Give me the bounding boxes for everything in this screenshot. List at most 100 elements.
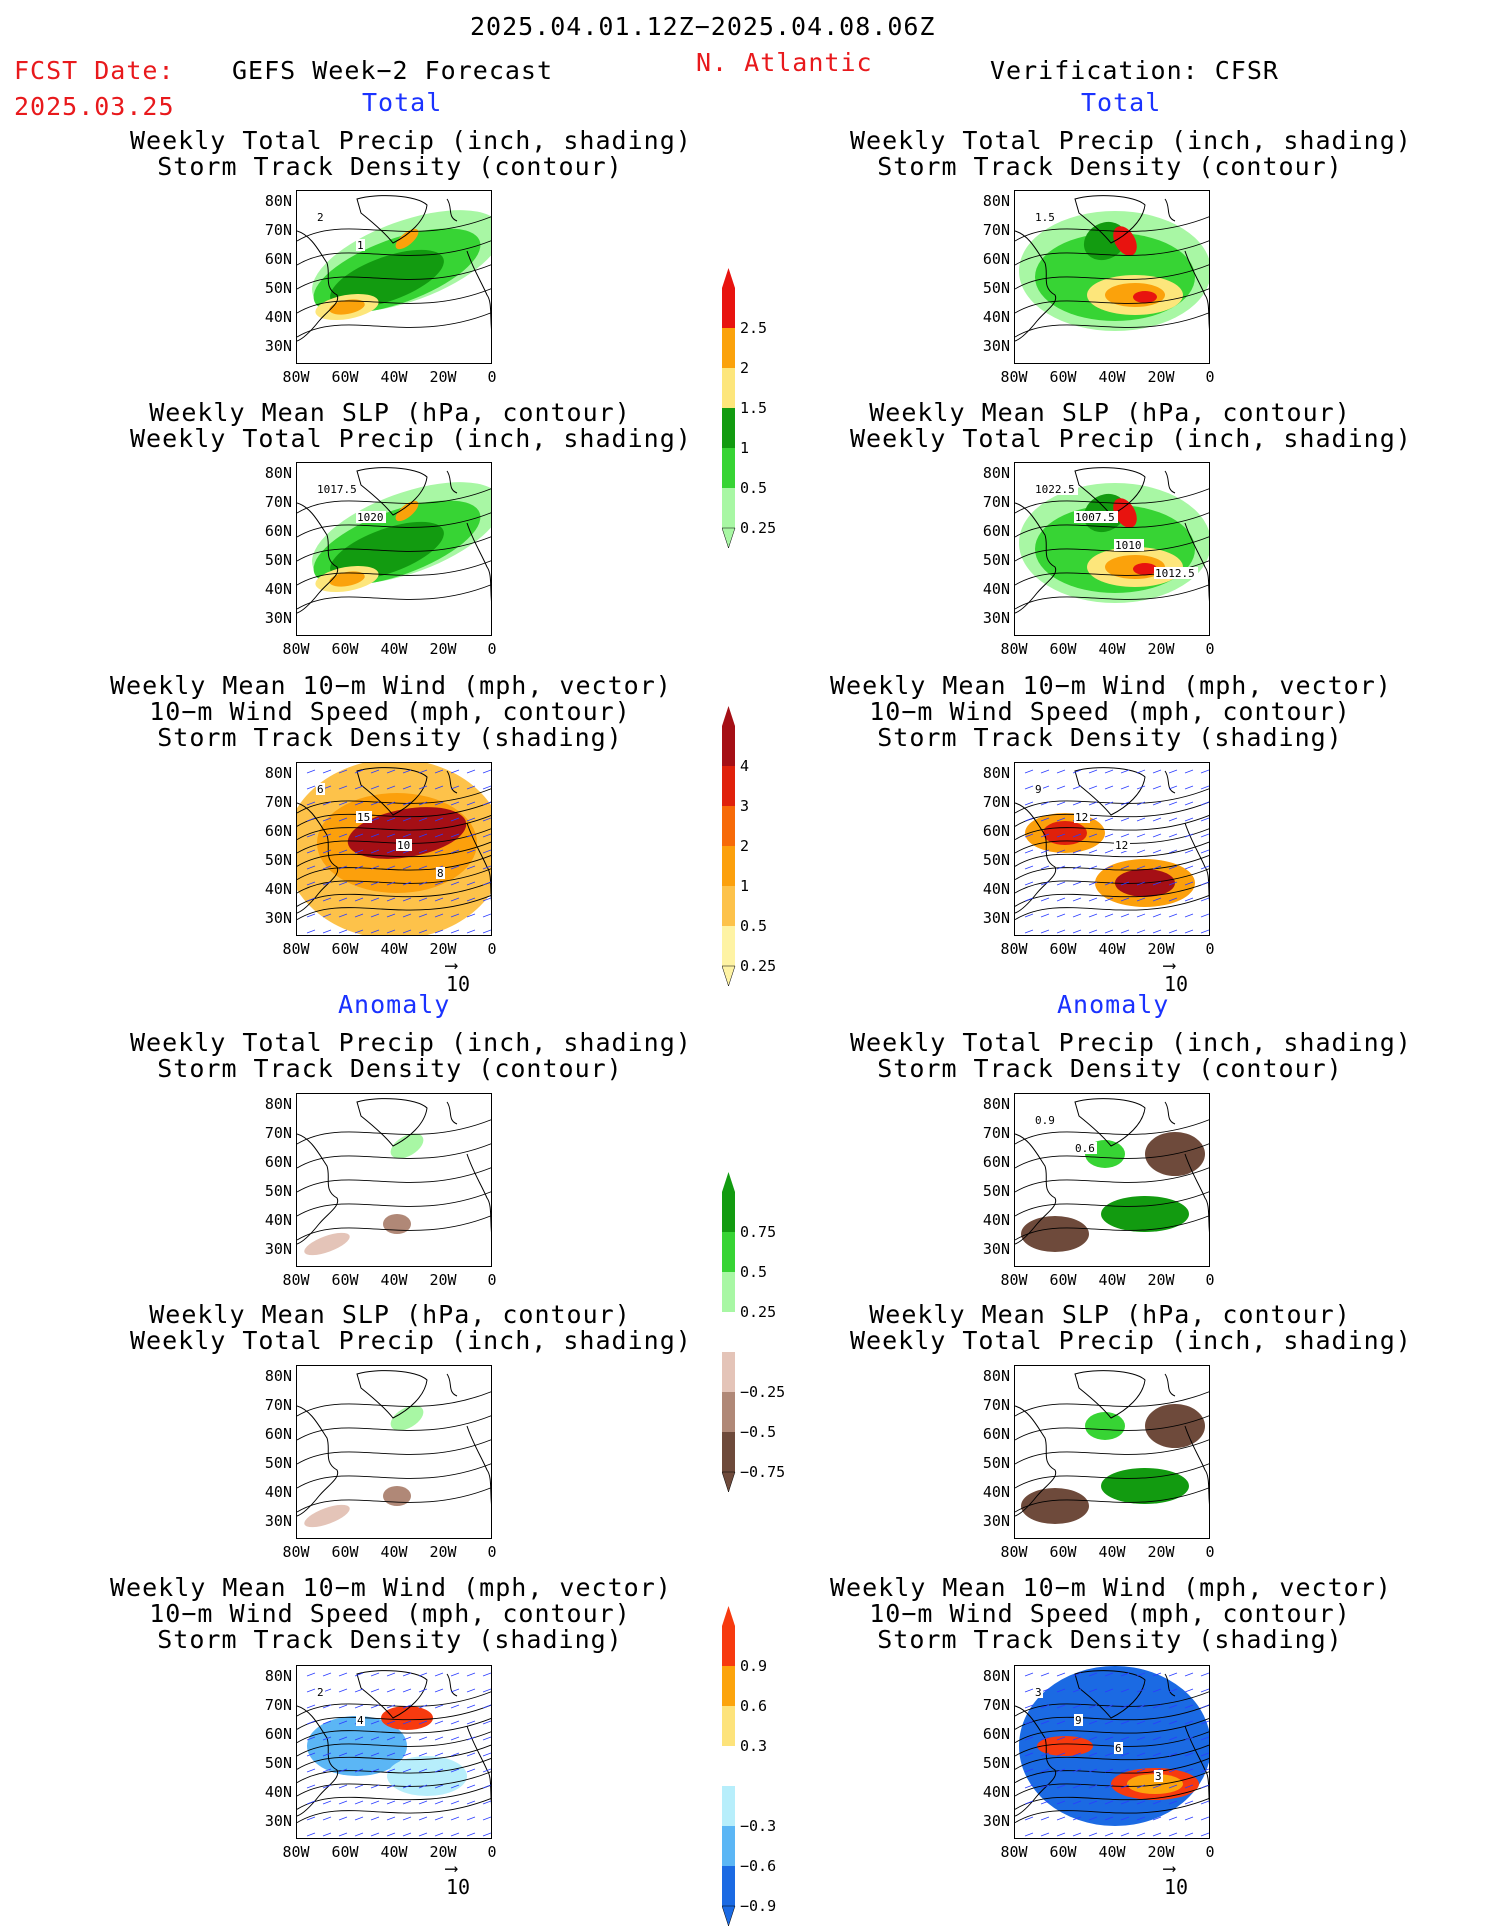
lat-tick-label: 50N: [264, 1454, 292, 1472]
colorbar-label: 1: [740, 877, 750, 895]
contour-label: 0.9: [1035, 1114, 1055, 1127]
lat-tick-label: 30N: [982, 1812, 1010, 1830]
lon-tick-label: 40W: [1098, 1271, 1126, 1289]
lon-tick-label: 80W: [282, 1843, 310, 1861]
title-ob-slp-precip: Weekly Mean SLP (hPa, contour) Weekly To…: [850, 398, 1412, 453]
reference-arrow: ⟶: [446, 1858, 457, 1879]
lon-tick-label: 20W: [429, 640, 457, 658]
lon-tick-label: 80W: [1000, 1843, 1028, 1861]
section-anomaly-right: Anomaly: [1057, 990, 1170, 1019]
lat-tick-label: 50N: [982, 1454, 1010, 1472]
lat-tick-label: 80N: [982, 464, 1010, 482]
lat-tick-label: 80N: [264, 464, 292, 482]
contour-lines: [297, 216, 491, 338]
precip-anom-shade: [1021, 1488, 1089, 1524]
lon-tick-label: 20W: [429, 368, 457, 386]
lat-tick-label: 30N: [264, 1512, 292, 1530]
colorbar-label: 0.75: [740, 1223, 777, 1241]
contour-lines: [297, 488, 491, 610]
lat-tick-label: 70N: [982, 1396, 1010, 1414]
lon-tick-label: 40W: [1098, 1543, 1126, 1561]
lat-tick-label: 60N: [264, 822, 292, 840]
lon-tick-label: 0: [487, 1271, 497, 1289]
colorbar-label: 3: [740, 797, 750, 815]
lat-tick-label: 70N: [264, 493, 292, 511]
contour-label-bg: [1114, 1742, 1123, 1754]
colorbar-swatch: [722, 766, 735, 806]
contour-lines: [297, 1119, 491, 1241]
title-fc-anom-slp-precip: Weekly Mean SLP (hPa, contour) Weekly To…: [130, 1300, 692, 1355]
lon-tick-label: 20W: [1147, 1271, 1175, 1289]
colorbar-precip_anom: [722, 1172, 736, 1492]
colorbar-swatch: [722, 328, 735, 368]
colorbar-swatch: [722, 1232, 735, 1272]
lat-tick-label: 30N: [982, 337, 1010, 355]
colorbar-label: 2.5: [740, 319, 768, 337]
contour-label-bg: [316, 211, 325, 223]
precip-anom-shade: [1085, 1412, 1125, 1440]
map-canvas: 3 9 6 3: [1015, 1666, 1209, 1837]
lat-tick-label: 80N: [264, 1367, 292, 1385]
contour-label-bg: [356, 239, 365, 251]
lon-tick-label: 0: [1205, 1271, 1215, 1289]
lon-tick-label: 20W: [1147, 368, 1175, 386]
lon-tick-label: 80W: [1000, 940, 1028, 958]
colorbar-swatch: [722, 1826, 735, 1866]
precip-anom-shade: [1021, 1216, 1089, 1252]
lat-tick-label: 50N: [982, 551, 1010, 569]
lon-tick-label: 20W: [429, 940, 457, 958]
colorbar-swatch: [722, 1706, 735, 1746]
lat-tick-label: 70N: [982, 793, 1010, 811]
lat-tick-label: 70N: [264, 1124, 292, 1142]
map-canvas: 1022.5 1007.5 1010 1012.5: [1015, 467, 1209, 614]
lon-tick-label: 60W: [331, 368, 359, 386]
lat-tick-label: 40N: [264, 308, 292, 326]
lon-tick-label: 60W: [1049, 640, 1077, 658]
lon-tick-label: 60W: [1049, 940, 1077, 958]
lon-tick-label: 0: [1205, 1543, 1215, 1561]
lat-tick-label: 50N: [264, 851, 292, 869]
contour-label-bg: [356, 1714, 365, 1726]
colorbar-track_anom: [722, 1606, 736, 1926]
map-fc-anom-precip-track: [296, 1093, 492, 1267]
lat-tick-label: 40N: [982, 1783, 1010, 1801]
lon-tick-label: 40W: [1098, 368, 1126, 386]
lat-tick-label: 70N: [264, 1696, 292, 1714]
lon-tick-label: 60W: [331, 1843, 359, 1861]
contour-label-bg: [1074, 811, 1090, 823]
lon-tick-label: 60W: [331, 1271, 359, 1289]
lon-tick-label: 20W: [429, 1271, 457, 1289]
contour-label: 1.5: [1035, 211, 1055, 224]
contour-label-bg: [1034, 483, 1078, 495]
precip-shade: [329, 299, 365, 315]
contour-label-bg: [316, 483, 360, 495]
contour-label: 8: [437, 867, 444, 880]
track-anom-shade: [1127, 1774, 1183, 1794]
lat-tick-label: 30N: [982, 1240, 1010, 1258]
contour-label: 1022.5: [1035, 483, 1075, 496]
precip-anom-shade: [390, 1405, 424, 1431]
reference-vector: ⟶ 10: [1164, 957, 1188, 997]
contour-label-bg: [1154, 1770, 1163, 1782]
lat-tick-label: 60N: [264, 1725, 292, 1743]
colorbar-cap: [722, 1471, 736, 1492]
title-ob-anom-precip-track: Weekly Total Precip (inch, shading) Stor…: [850, 1028, 1412, 1083]
title-fc-slp-precip: Weekly Mean SLP (hPa, contour) Weekly To…: [130, 398, 692, 453]
colorbar-label: 0.25: [740, 1303, 777, 1321]
lat-tick-label: 40N: [264, 580, 292, 598]
lon-tick-label: 60W: [331, 640, 359, 658]
coastline: [297, 1670, 491, 1817]
precip-shade: [1133, 563, 1157, 575]
lat-tick-label: 80N: [982, 192, 1010, 210]
wind-vectors: [1024, 769, 1209, 934]
lat-tick-label: 50N: [264, 279, 292, 297]
lon-tick-label: 20W: [1147, 640, 1175, 658]
colorbar-swatch: [722, 886, 735, 926]
region-label: N. Atlantic: [696, 48, 873, 77]
lon-tick-label: 40W: [380, 940, 408, 958]
track-anom-shade: [1037, 1736, 1093, 1756]
lat-tick-label: 30N: [264, 609, 292, 627]
lon-tick-label: 0: [487, 1843, 497, 1861]
lon-tick-label: 20W: [429, 1543, 457, 1561]
colorbar-swatch: [722, 1786, 735, 1826]
